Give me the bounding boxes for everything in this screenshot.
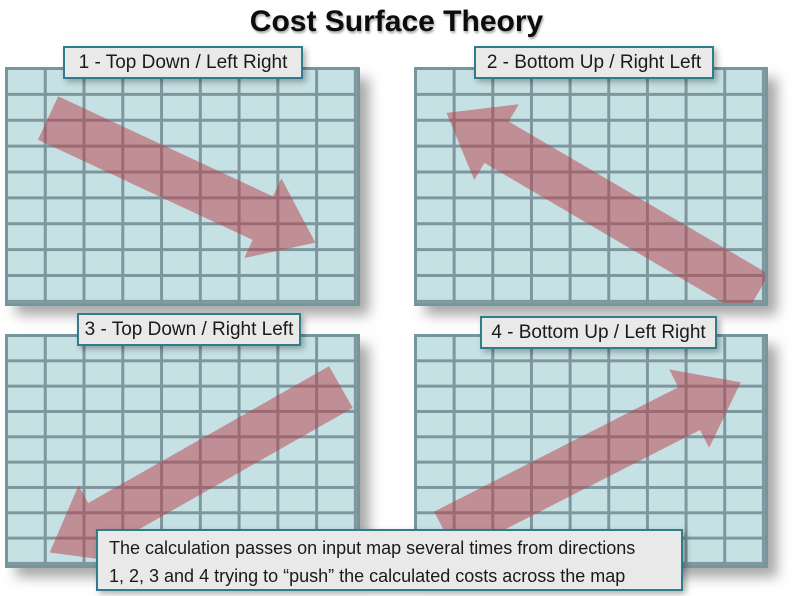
panel-label-4: 4 - Bottom Up / Left Right [480, 316, 717, 349]
grid-panel-4 [414, 334, 768, 568]
page-title: Cost Surface Theory [249, 5, 544, 38]
arrow-up-left-icon [446, 104, 765, 303]
panel-label-3-text: 3 - Top Down / Right Left [84, 318, 294, 340]
caption-box: The calculation passes on input map seve… [96, 529, 683, 591]
panel-label-2-text: 2 - Bottom Up / Right Left [486, 51, 702, 73]
arrow-down-right-icon [37, 96, 316, 259]
arrow-up-right-icon [434, 369, 741, 555]
caption-line-2: 1, 2, 3 and 4 trying to “push” the calcu… [109, 566, 626, 586]
panel-label-3: 3 - Top Down / Right Left [77, 313, 301, 346]
arrow-down-left-icon [49, 366, 353, 563]
grid-panel-2 [414, 67, 768, 306]
panel-label-1: 1 - Top Down / Left Right [63, 46, 303, 79]
grid-panel-1 [5, 67, 360, 306]
caption-line-1: The calculation passes on input map seve… [109, 538, 636, 558]
panel-label-1-text: 1 - Top Down / Left Right [78, 51, 288, 73]
panel-label-4-text: 4 - Bottom Up / Left Right [491, 321, 706, 343]
grid-panel-3 [5, 334, 360, 568]
panel-label-2: 2 - Bottom Up / Right Left [474, 46, 714, 79]
